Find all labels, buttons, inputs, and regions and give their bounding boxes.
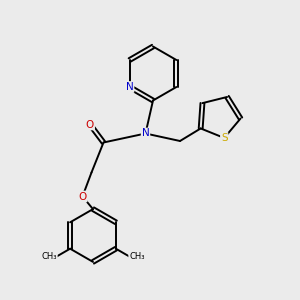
Text: CH₃: CH₃ <box>129 253 145 262</box>
Text: O: O <box>78 191 87 202</box>
Text: N: N <box>142 128 149 139</box>
Text: S: S <box>221 133 227 143</box>
Text: O: O <box>86 119 94 130</box>
Text: N: N <box>126 82 134 92</box>
Text: CH₃: CH₃ <box>41 253 57 262</box>
